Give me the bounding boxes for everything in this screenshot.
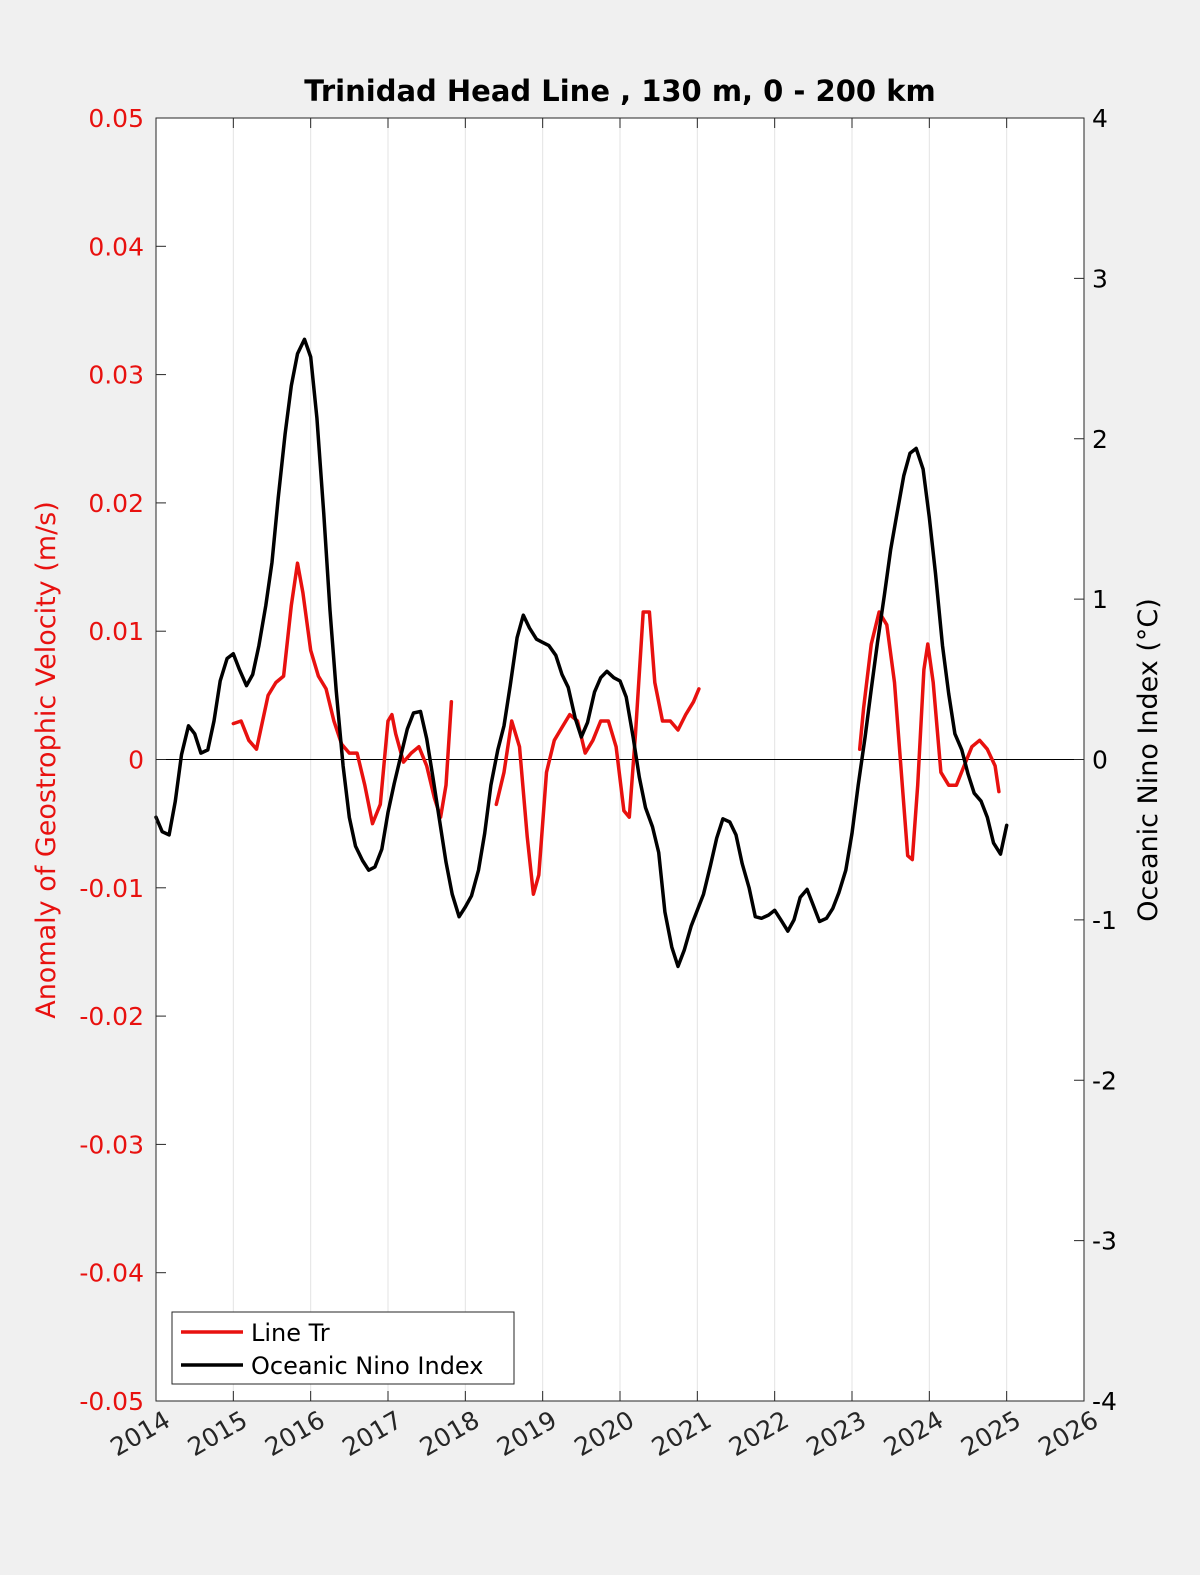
y-right-tick-label--3: -3 (1092, 1227, 1117, 1256)
y-right-tick-label-3: 3 (1092, 264, 1108, 293)
y-right-tick-label--2: -2 (1092, 1066, 1117, 1095)
legend-label-line-tr: Line Tr (251, 1319, 330, 1347)
y-left-tick-label-0.01: 0.01 (88, 617, 144, 646)
y-left-tick-label-0.03: 0.03 (88, 361, 144, 390)
y-right-tick-label--4: -4 (1092, 1387, 1117, 1416)
y-axis-label-left: Anomaly of Geostrophic Velocity (m/s) (31, 501, 62, 1019)
y-left-tick-label--0.05: -0.05 (79, 1387, 144, 1416)
y-left-tick-label-0.02: 0.02 (88, 489, 144, 518)
series-oni-segment-0 (154, 337, 1009, 969)
legend-box (171, 1311, 515, 1385)
y-right-tick-label-1: 1 (1092, 585, 1108, 614)
y-left-tick-label--0.04: -0.04 (79, 1259, 144, 1288)
y-left-tick-label--0.01: -0.01 (79, 874, 144, 903)
y-left-tick-label--0.03: -0.03 (79, 1130, 144, 1159)
y-axis-label-right: Oceanic Nino Index (°C) (1133, 598, 1164, 922)
y-left-tick-label-0: 0 (128, 746, 144, 775)
series-line-tr-segment-1 (494, 610, 701, 896)
y-left-tick-label--0.02: -0.02 (79, 1002, 144, 1031)
y-right-tick-label--1: -1 (1092, 906, 1117, 935)
legend-label-oni: Oceanic Nino Index (251, 1352, 483, 1380)
chart-title: Trinidad Head Line , 130 m, 0 - 200 km (304, 74, 935, 108)
series-line-tr-segment-2 (857, 610, 1001, 862)
y-left-tick-label-0.04: 0.04 (88, 232, 144, 261)
legend: Line Tr Oceanic Nino Index (171, 1311, 515, 1385)
y-left-tick-label-0.05: 0.05 (88, 104, 144, 133)
y-right-tick-label-2: 2 (1092, 425, 1108, 454)
y-right-tick-label-4: 4 (1092, 104, 1108, 133)
series-layer (154, 337, 1009, 969)
y-right-tick-label-0: 0 (1092, 746, 1108, 775)
series-line-tr-segment-0 (231, 561, 454, 826)
